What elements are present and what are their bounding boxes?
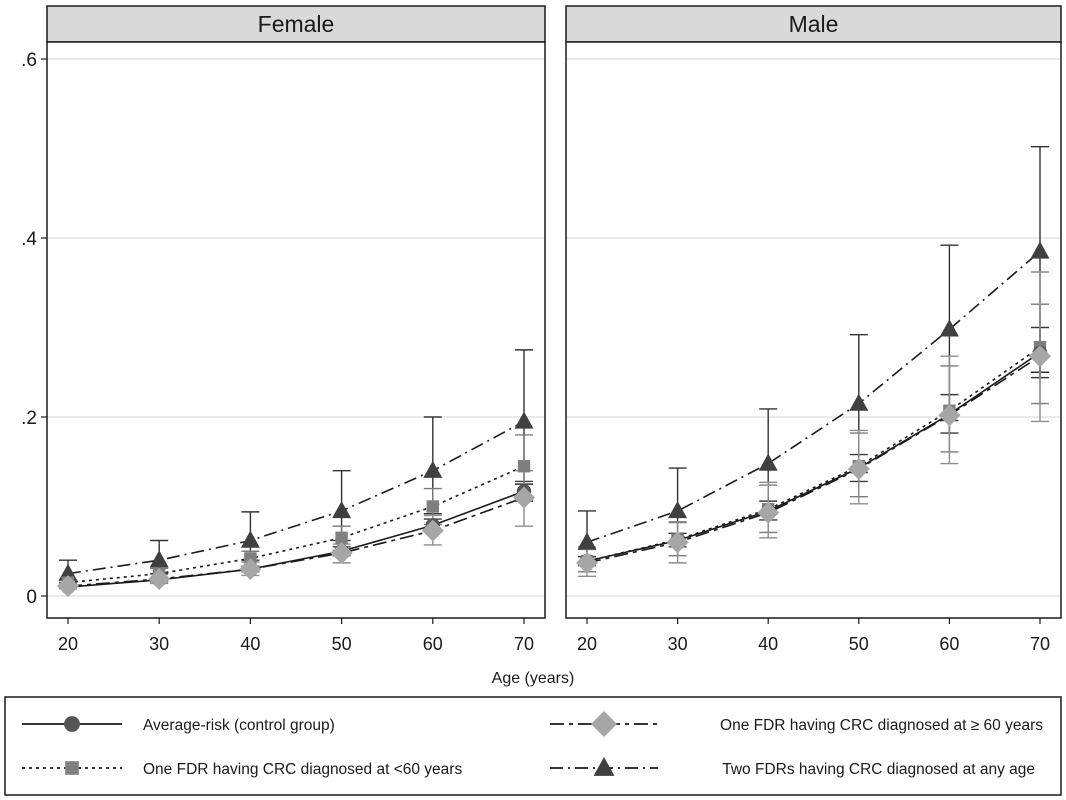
panel-male: Male 20 30 40 50 60 70 bbox=[565, 5, 1062, 654]
data-point-triangle bbox=[240, 530, 260, 548]
legend-marker-diamond bbox=[591, 711, 617, 737]
panel-strip bbox=[565, 5, 1062, 43]
series-line-circle bbox=[586, 351, 1041, 562]
x-tick-label: 50 bbox=[849, 634, 869, 654]
panel-title: Male bbox=[789, 11, 839, 37]
data-point-triangle bbox=[332, 500, 352, 519]
legend-marker-square bbox=[65, 761, 79, 775]
legend: Average-risk (control group) One FDR havi… bbox=[4, 696, 1062, 796]
panel-female: Female 20 30 40 50 60 70 bbox=[46, 5, 546, 654]
data-point-diamond bbox=[421, 519, 444, 542]
data-point-triangle bbox=[514, 411, 534, 429]
data-point-diamond bbox=[239, 558, 262, 581]
legend-marker-circle bbox=[64, 716, 80, 732]
data-point-square bbox=[517, 460, 531, 473]
legend-label: One FDR having CRC diagnosed at <60 year… bbox=[143, 761, 462, 778]
data-point-triangle bbox=[149, 550, 169, 568]
x-tick-label: 70 bbox=[1030, 634, 1050, 654]
legend-label: One FDR having CRC diagnosed at ≥ 60 yea… bbox=[720, 717, 1043, 734]
axes-layer: 0 .2 .4 .6 bbox=[21, 50, 47, 608]
x-tick-label: 30 bbox=[668, 634, 688, 654]
x-axis-title: Age (years) bbox=[492, 670, 575, 687]
data-point-triangle bbox=[849, 393, 869, 411]
series-line-circle bbox=[67, 490, 525, 588]
data-point-diamond bbox=[757, 501, 780, 524]
x-tick-label: 40 bbox=[758, 634, 778, 654]
plot-area bbox=[46, 41, 546, 619]
y-tick-label: .4 bbox=[21, 229, 37, 250]
legend-item-diamond: One FDR having CRC diagnosed at ≥ 60 yea… bbox=[550, 711, 1043, 737]
panels-layer: Female 20 30 40 50 60 70 Male 20 30 40 50 60 70 bbox=[46, 5, 1062, 654]
legend-label: Two FDRs having CRC diagnosed at any age bbox=[722, 761, 1035, 778]
data-point-diamond bbox=[57, 575, 79, 598]
data-point-diamond bbox=[666, 531, 689, 554]
data-point-square bbox=[426, 500, 439, 513]
data-point-triangle bbox=[577, 532, 597, 550]
panel-strip bbox=[46, 5, 546, 43]
x-tick-label: 20 bbox=[577, 634, 597, 654]
legend-item-triangle: Two FDRs having CRC diagnosed at any age bbox=[550, 757, 1035, 778]
data-point-triangle bbox=[1030, 241, 1050, 259]
series-line-diamond bbox=[586, 355, 1041, 564]
series-line-triangle bbox=[67, 420, 525, 575]
data-point-triangle bbox=[668, 500, 688, 519]
x-tick-label: 40 bbox=[240, 634, 260, 654]
y-tick-label: .6 bbox=[21, 50, 37, 71]
data-point-diamond bbox=[938, 404, 961, 427]
legend-marker-triangle bbox=[593, 757, 615, 776]
panel-title: Female bbox=[258, 11, 335, 37]
x-tick-label: 70 bbox=[514, 634, 534, 654]
data-point-diamond bbox=[330, 542, 353, 565]
plot-area bbox=[565, 41, 1062, 619]
y-tick-label: 0 bbox=[26, 587, 37, 608]
data-point-square bbox=[335, 531, 348, 545]
x-tick-label: 60 bbox=[939, 634, 959, 654]
data-point-diamond bbox=[513, 486, 535, 509]
legend-item-square: One FDR having CRC diagnosed at <60 year… bbox=[22, 761, 462, 778]
data-point-diamond bbox=[847, 457, 870, 480]
data-point-diamond bbox=[148, 567, 171, 590]
x-tick-label: 50 bbox=[332, 634, 352, 654]
x-tick-label: 30 bbox=[149, 634, 169, 654]
x-tick-label: 20 bbox=[58, 634, 78, 654]
series-line-triangle bbox=[586, 250, 1041, 544]
series-line-diamond bbox=[67, 496, 525, 587]
legend-label: Average-risk (control group) bbox=[143, 717, 335, 734]
data-point-diamond bbox=[1029, 345, 1051, 368]
legend-box bbox=[4, 696, 1062, 796]
data-point-diamond bbox=[576, 551, 598, 574]
data-point-triangle bbox=[939, 319, 959, 337]
y-tick-label: .2 bbox=[21, 408, 37, 429]
data-point-triangle bbox=[423, 460, 443, 478]
data-point-triangle bbox=[758, 453, 778, 471]
x-tick-label: 60 bbox=[423, 634, 443, 654]
legend-item-circle: Average-risk (control group) bbox=[22, 716, 335, 734]
